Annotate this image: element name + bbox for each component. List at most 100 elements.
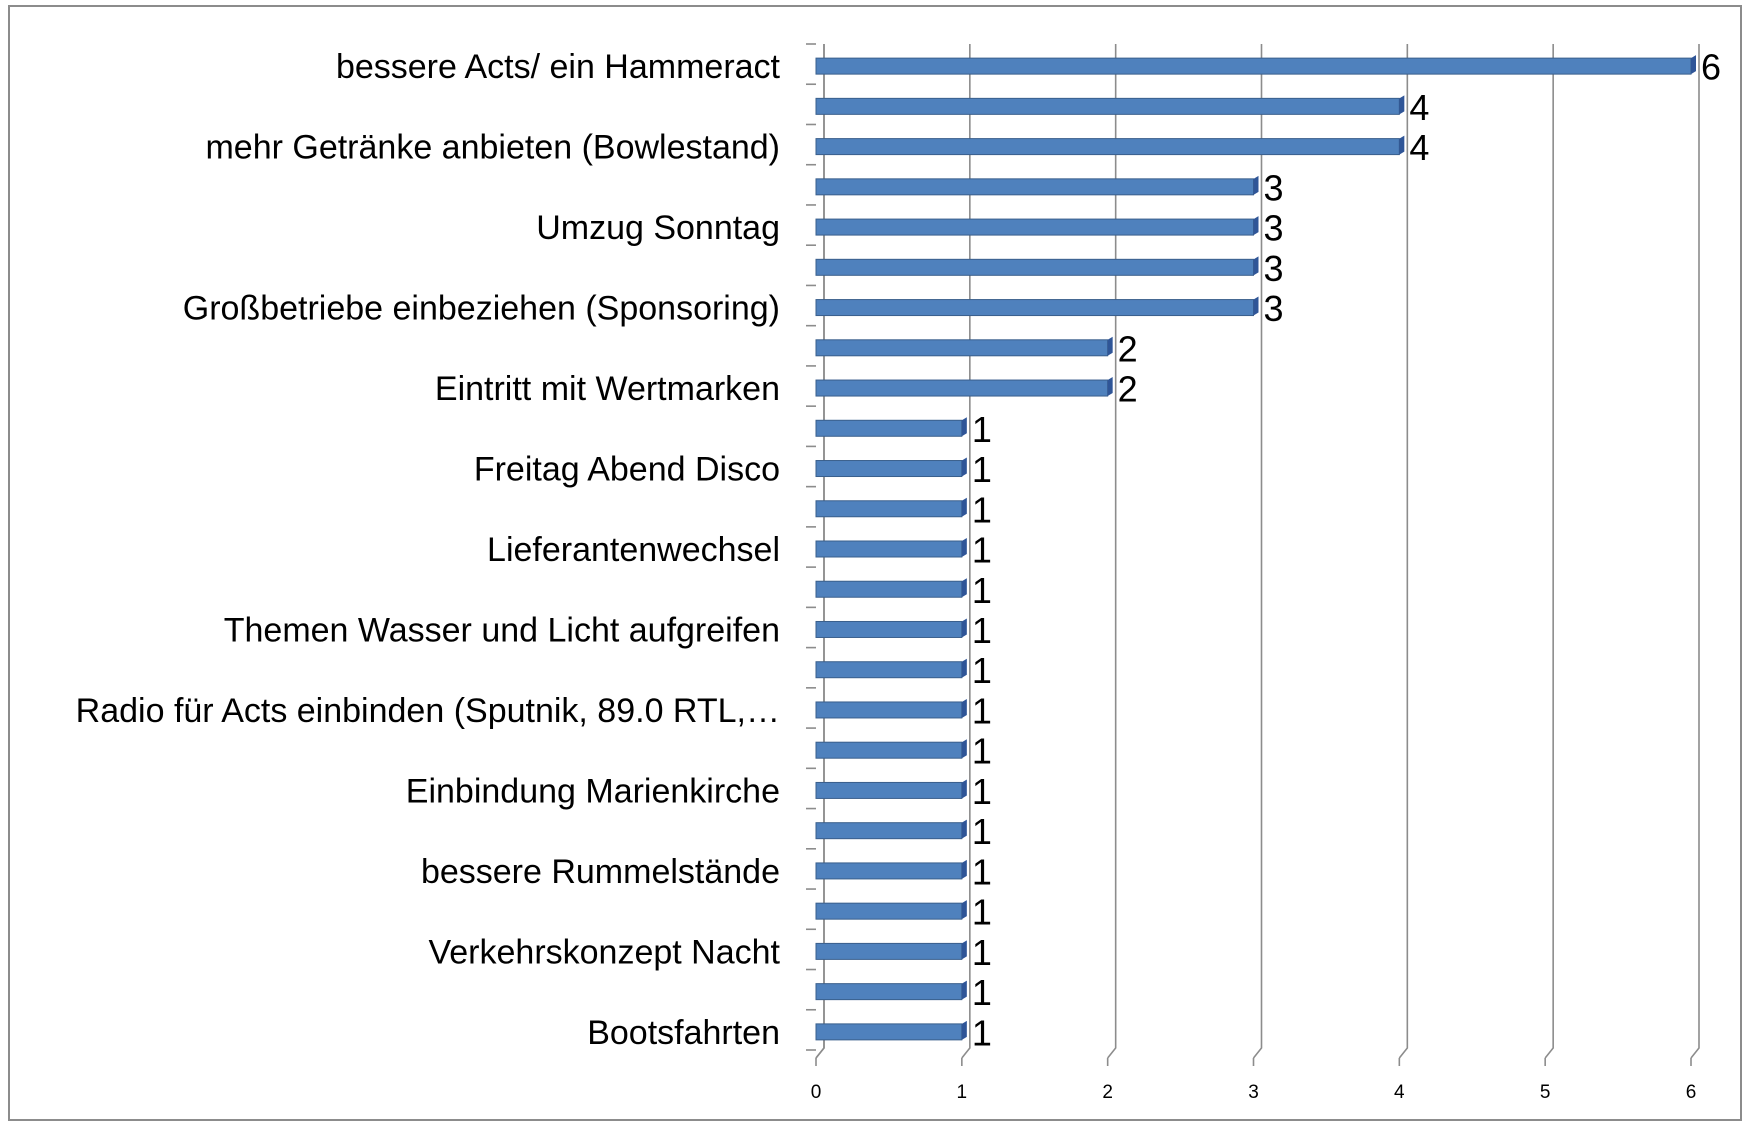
value-label: 1 — [972, 851, 992, 892]
bar-end — [961, 900, 967, 920]
grid-line — [1690, 44, 1700, 1059]
bar-end — [1253, 175, 1259, 195]
bar — [815, 980, 967, 1001]
y-tick-label: Radio für Acts einbinden (Sputnik, 89.0 … — [76, 692, 780, 730]
bar-end — [961, 658, 967, 678]
value-label: 1 — [972, 892, 992, 933]
bar — [815, 377, 1113, 397]
value-label: 1 — [972, 771, 992, 812]
grid-line — [815, 44, 825, 1059]
value-label: 2 — [1118, 328, 1138, 369]
bar-end — [1253, 216, 1259, 236]
bar — [815, 216, 1259, 236]
value-label: 3 — [1264, 208, 1284, 249]
bar — [815, 618, 967, 638]
bar-front — [815, 57, 1692, 75]
value-label: 1 — [972, 811, 992, 852]
bar-front — [815, 97, 1400, 115]
bar-end — [1399, 135, 1405, 155]
y-tick-label: Verkehrskonzept Nacht — [428, 933, 780, 971]
bar-end — [1399, 95, 1405, 115]
y-tick-label: Eintritt mit Wertmarken — [435, 370, 780, 408]
bar — [815, 578, 967, 598]
bar — [815, 55, 1696, 75]
bar-front — [815, 178, 1254, 196]
value-label: 1 — [972, 1012, 992, 1053]
bar-end — [1253, 256, 1259, 276]
x-tick-label: 0 — [811, 1082, 822, 1103]
bar — [815, 779, 967, 799]
bar — [815, 538, 967, 558]
x-tick-label: 4 — [1394, 1082, 1405, 1103]
x-tick-label: 5 — [1540, 1082, 1551, 1103]
bar-end — [961, 779, 967, 799]
y-tick-label: Einbindung Marienkirche — [406, 772, 780, 810]
value-label: 6 — [1701, 47, 1721, 88]
bar-end — [961, 940, 967, 960]
bar — [815, 497, 967, 518]
grid-line — [1544, 44, 1554, 1059]
y-tick-label: Großbetriebe einbeziehen (Sponsoring) — [183, 290, 780, 328]
bar-end — [961, 538, 967, 557]
bar — [815, 900, 967, 920]
bar-front — [815, 258, 1254, 276]
value-label: 3 — [1264, 248, 1284, 289]
bar — [815, 95, 1405, 115]
bar-front — [815, 620, 963, 638]
bar-front — [815, 299, 1254, 317]
bar-front — [815, 701, 963, 719]
bar — [815, 336, 1113, 357]
bar — [815, 739, 967, 759]
grid-line — [1398, 44, 1409, 1059]
bar — [815, 859, 967, 880]
y-tick-label: Lieferantenwechsel — [487, 531, 780, 569]
bar — [815, 658, 967, 679]
bar-end — [1691, 55, 1696, 75]
bar — [815, 457, 967, 478]
y-tick-label: bessere Acts/ ein Hammeract — [336, 48, 781, 86]
y-tick-label: Bootsfahrten — [587, 1014, 780, 1052]
bar-end — [961, 859, 967, 879]
bar-front — [815, 661, 963, 679]
y-tick-label: Themen Wasser und Licht aufgreifen — [224, 611, 780, 649]
value-label: 1 — [972, 449, 992, 490]
value-label: 3 — [1264, 167, 1284, 208]
grid-line — [1107, 44, 1117, 1059]
bar-end — [961, 457, 967, 477]
bar-front — [815, 942, 963, 960]
bar-end — [961, 578, 967, 598]
value-label: 4 — [1409, 127, 1429, 168]
bar-end — [1107, 336, 1113, 356]
bar-end — [1253, 296, 1259, 316]
value-label: 1 — [972, 570, 992, 611]
bar-front — [815, 218, 1254, 236]
bar-front — [815, 460, 963, 478]
grid-line — [961, 44, 971, 1059]
bar-end — [1107, 377, 1113, 397]
bar-front — [815, 339, 1109, 357]
value-label: 1 — [972, 731, 992, 772]
bar-end — [961, 819, 967, 839]
bar-end — [961, 1020, 967, 1040]
bar-end — [961, 698, 967, 718]
bar-end — [961, 417, 967, 437]
y-tick-label: Freitag Abend Disco — [474, 451, 780, 489]
bar-front — [815, 540, 963, 558]
x-tick-label: 2 — [1102, 1082, 1113, 1103]
value-label: 1 — [972, 650, 992, 691]
bar — [815, 1020, 967, 1041]
value-label: 1 — [972, 932, 992, 973]
bar-front — [815, 822, 963, 840]
bar — [815, 135, 1405, 156]
bar-end — [961, 497, 967, 517]
bar-front — [815, 902, 963, 920]
bar — [815, 940, 967, 960]
y-tick-label: mehr Getränke anbieten (Bowlestand) — [205, 129, 780, 167]
bar-end — [961, 618, 967, 638]
x-tick-label: 1 — [957, 1082, 968, 1103]
value-label: 1 — [972, 530, 992, 571]
bar — [815, 417, 967, 437]
grid-line — [1252, 44, 1263, 1059]
x-tick-label: 6 — [1686, 1082, 1697, 1103]
